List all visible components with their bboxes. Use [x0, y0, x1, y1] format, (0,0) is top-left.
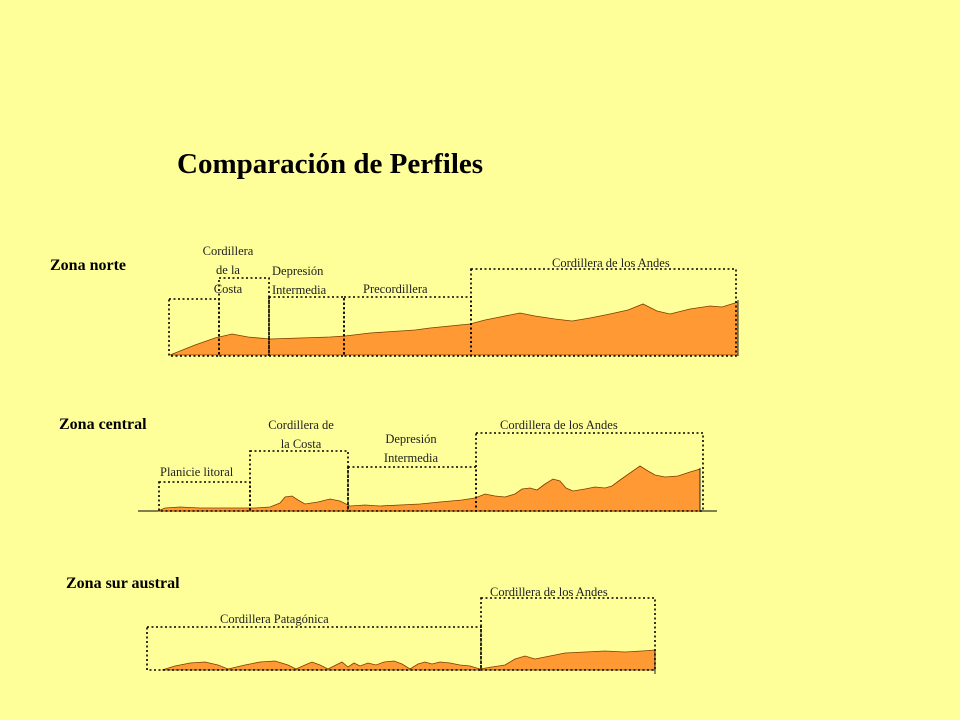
profile-norte [168, 268, 739, 357]
central-label-cordillera-costa: Cordillera de la Costa [268, 418, 334, 451]
zone-central-title: Zona central [59, 416, 147, 433]
sur-label-andes: Cordillera de los Andes [490, 585, 608, 599]
norte-label-depresion: Depresión Intermedia [272, 264, 327, 297]
box-norte-andes [470, 268, 737, 357]
zone-norte-title: Zona norte [50, 257, 126, 274]
box-norte-cordillera-costa [218, 277, 270, 357]
zone-sur-title: Zona sur austral [66, 575, 180, 592]
terrain-sur [161, 649, 656, 671]
profile-central [138, 432, 717, 512]
box-norte-planicie [168, 298, 220, 357]
page-title: Comparación de Perfiles [177, 148, 484, 180]
norte-label-precordillera: Precordillera [363, 282, 428, 296]
norte-label-andes: Cordillera de los Andes [552, 256, 670, 270]
box-central-planicie [158, 481, 251, 512]
sur-label-patagonica: Cordillera Patagónica [220, 612, 329, 626]
box-norte-precordillera [343, 296, 472, 357]
central-label-planicie: Planicie litoral [160, 465, 234, 479]
terrain-central [157, 465, 701, 512]
central-label-andes: Cordillera de los Andes [500, 418, 618, 432]
box-central-andes [475, 432, 704, 512]
central-label-depresion: Depresión Intermedia [383, 432, 439, 465]
terrain-norte [169, 301, 739, 356]
norte-label-cordillera-costa: Cordillera de la Costa [202, 244, 254, 296]
box-sur-andes [480, 597, 656, 671]
profile-sur [146, 597, 656, 674]
